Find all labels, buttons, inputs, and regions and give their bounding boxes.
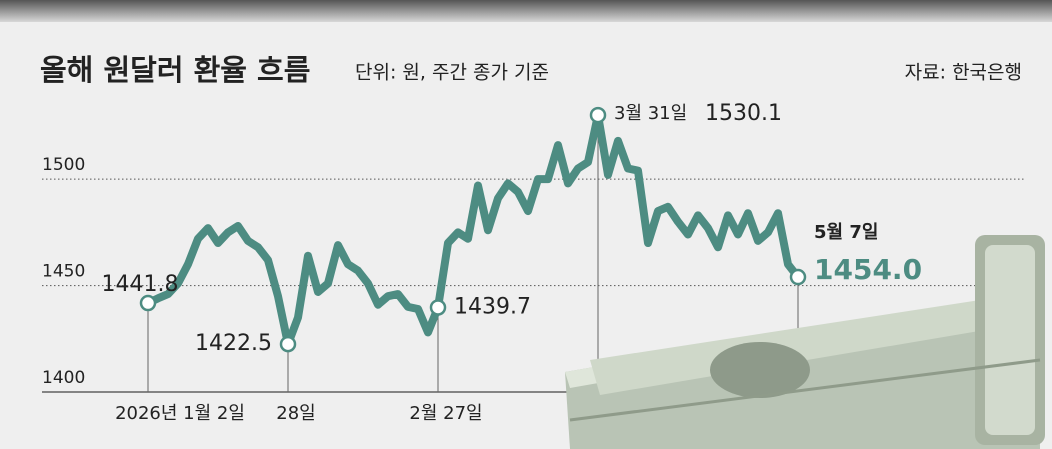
bill-roll-face xyxy=(985,245,1035,435)
chart-subtitle: 단위: 원, 주간 종가 기준 xyxy=(355,62,549,84)
y-tick-label: 1500 xyxy=(42,155,85,175)
chart: 올해 원달러 환율 흐름 단위: 원, 주간 종가 기준 자료: 한국은행 14… xyxy=(0,0,1052,449)
annotation: 3월 31일 xyxy=(614,103,687,124)
page: {"chart_data": {"type": "line", "title":… xyxy=(0,0,1052,449)
value-label: 1530.1 xyxy=(705,101,782,126)
chart-title: 올해 원달러 환율 흐름 xyxy=(40,53,310,87)
x-tick-label: 2월 27일 xyxy=(409,403,482,424)
point-marker xyxy=(431,300,445,314)
bill-portrait xyxy=(710,342,810,398)
annotation: 5월 7일 xyxy=(814,222,878,243)
top-band xyxy=(0,0,1052,22)
x-tick-label: 2026년 1월 2일 xyxy=(115,403,245,424)
x-tick-label: 28일 xyxy=(276,403,315,424)
point-marker xyxy=(791,270,805,284)
source: 자료: 한국은행 xyxy=(905,62,1022,84)
value-label: 1441.8 xyxy=(102,272,179,297)
value-label: 1439.7 xyxy=(454,294,531,319)
point-marker xyxy=(591,108,605,122)
y-tick-label: 1450 xyxy=(42,262,85,282)
value-label: 1422.5 xyxy=(195,331,272,356)
point-marker xyxy=(141,296,155,310)
value-label: 1454.0 xyxy=(814,253,922,286)
point-marker xyxy=(281,337,295,351)
y-tick-label: 1400 xyxy=(42,368,85,388)
body: 올해 원달러 환율 흐름 단위: 원, 주간 종가 기준 자료: 한국은행 14… xyxy=(0,0,1052,449)
